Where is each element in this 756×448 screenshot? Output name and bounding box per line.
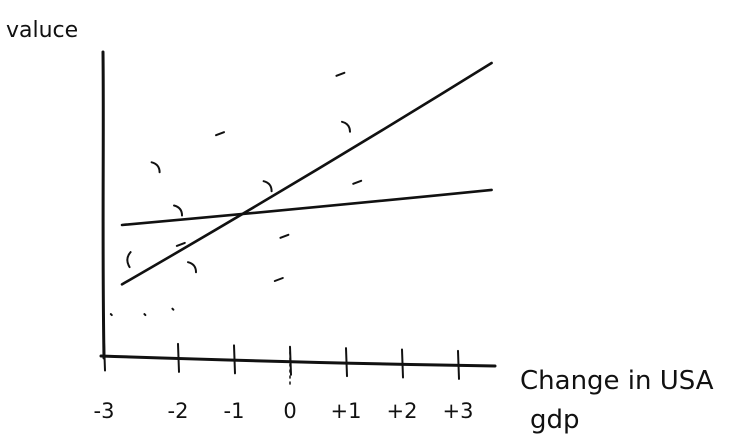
series-line-steep (120, 61, 493, 286)
scatter-mark (187, 261, 197, 274)
x-tick (233, 344, 236, 375)
scatter-mark (352, 179, 363, 185)
scatter-mark (341, 120, 351, 133)
scatter-marks (109, 71, 363, 317)
x-tick-label: 0 (283, 399, 296, 423)
x-tick (103, 341, 106, 372)
x-axis (99, 354, 497, 368)
series-lines (120, 61, 493, 286)
scatter-mark (171, 307, 175, 311)
y-axis (101, 50, 106, 360)
x-tick (457, 349, 460, 380)
x-axis-label-line2: gdp (530, 405, 580, 435)
x-tick-label: +1 (331, 399, 362, 423)
x-tick (401, 348, 404, 379)
y-axis-label: valuce (6, 18, 78, 43)
x-tick-label: -3 (94, 399, 115, 423)
scatter-mark (215, 131, 225, 137)
scatter-mark (273, 277, 284, 282)
scatter-mark (143, 313, 147, 317)
x-tick (345, 347, 348, 378)
scatter-mark (335, 71, 346, 77)
scatter-mark (109, 313, 113, 317)
series-line-flat (120, 188, 493, 227)
scatter-mark (262, 180, 273, 193)
scatter-mark (150, 161, 161, 174)
scatter-mark (279, 233, 290, 239)
scatter-mark (173, 204, 183, 217)
x-tick (177, 342, 180, 373)
x-tick-label: -1 (224, 399, 245, 423)
scatter-mark (175, 241, 186, 247)
x-ticks: -3 -2 -1 0 +1 +2 +3 (94, 341, 474, 423)
x-axis-label: Change in USA (520, 366, 714, 396)
x-tick-label: -2 (168, 399, 189, 423)
x-tick-label: +3 (443, 399, 474, 423)
x-tick-label: +2 (387, 399, 418, 423)
scatter-mark (126, 251, 132, 269)
